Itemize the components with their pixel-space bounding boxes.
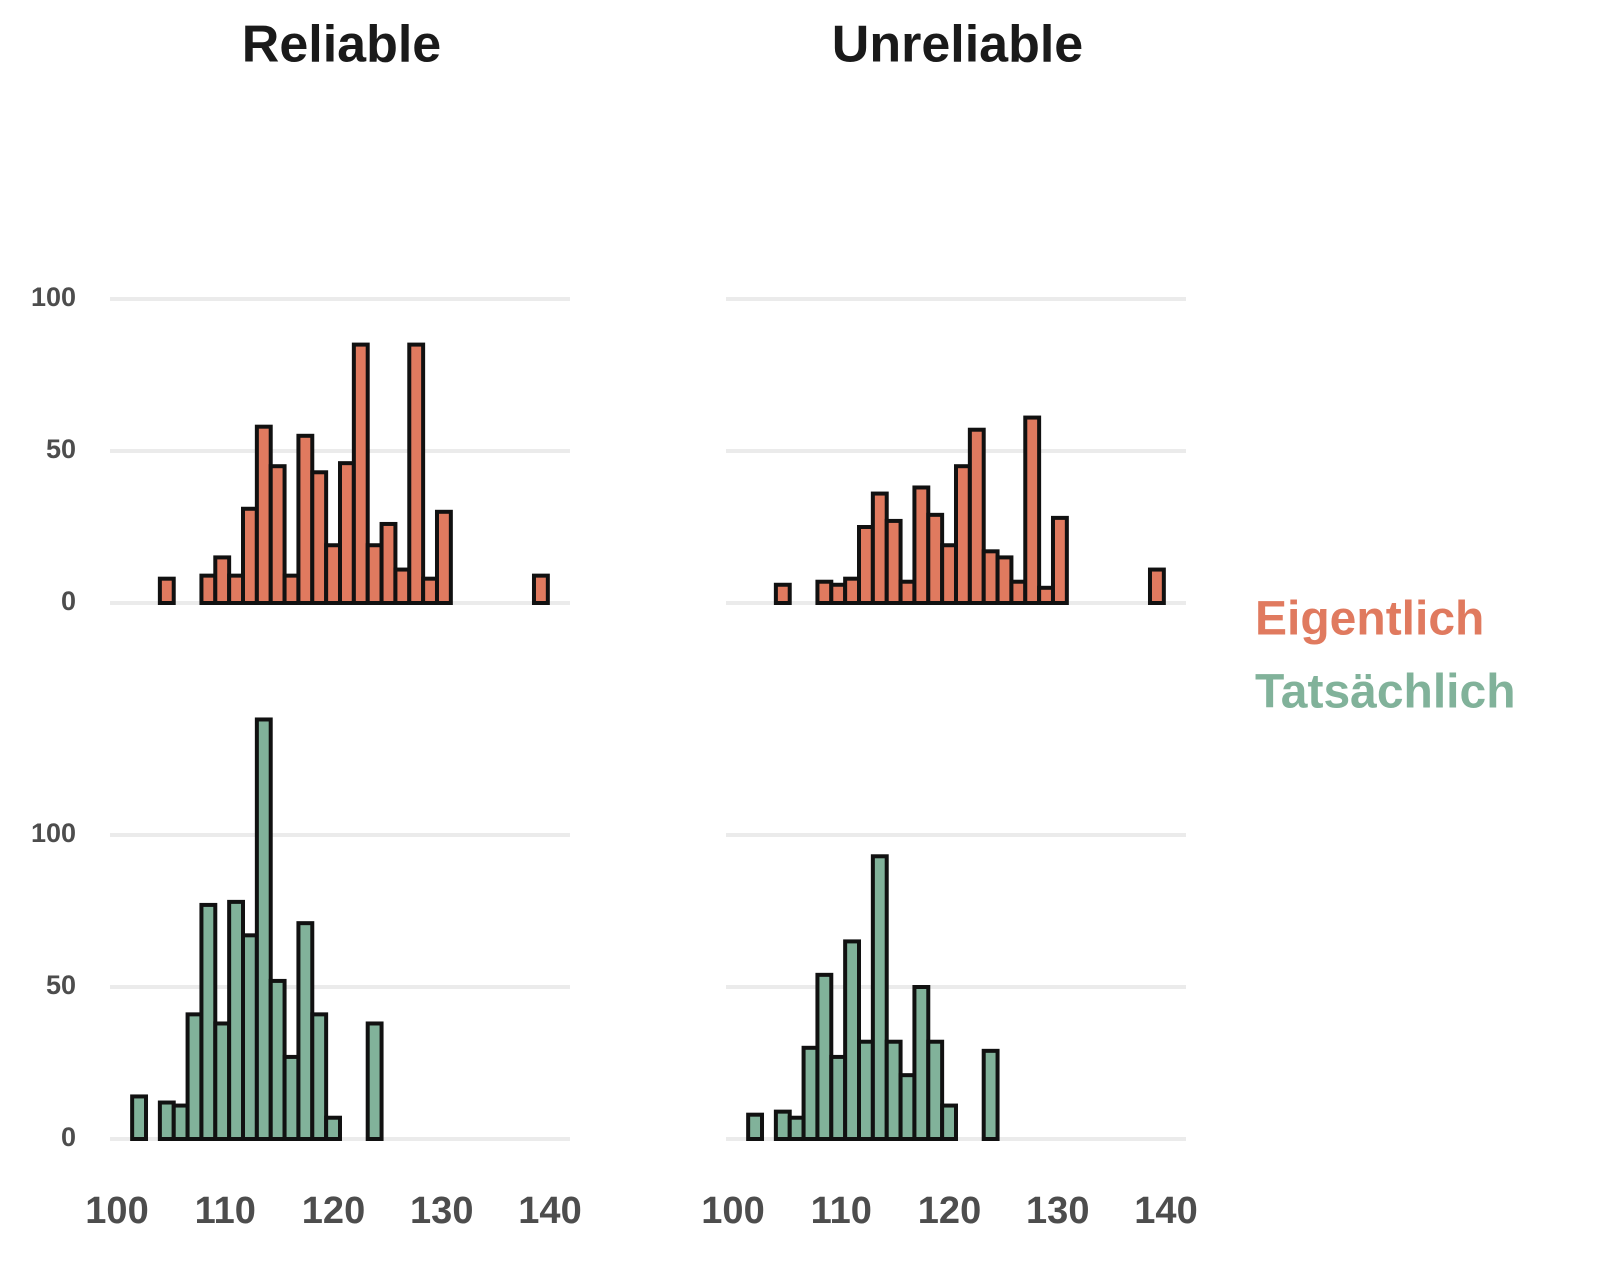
histogram-bar [1037,585,1055,605]
histogram-bar [434,509,453,605]
histogram-bar [815,972,834,1142]
histogram-bar [940,543,958,605]
histogram-bar [981,549,1000,606]
histogram-bar [324,543,342,605]
legend-label: Eigentlich [1255,593,1484,646]
histogram-bar [157,1100,176,1142]
histogram-bar [310,470,329,605]
histogram-bar [898,1073,917,1142]
x-tick-label: 120 [302,1190,365,1232]
histogram-bar [1009,579,1028,605]
histogram-bar [241,506,259,606]
x-tick-label: 100 [701,1190,764,1232]
histogram-bar [870,491,889,605]
histogram-bar [773,582,792,606]
histogram-bar [310,1012,329,1141]
facet-title: Unreliable [832,16,1083,74]
y-tick-label: 0 [61,586,76,616]
y-tick-label: 100 [31,282,76,312]
histogram-bar [967,427,986,605]
histogram-bar [365,543,384,605]
histogram-bar [1023,415,1042,605]
histogram-bar [953,464,972,606]
x-tick-label: 110 [195,1190,256,1232]
histogram-bar [870,854,889,1142]
histogram-bar [227,899,246,1141]
histogram-bar [746,1112,765,1142]
histogram-bar [185,1012,204,1141]
histogram-bar [926,1039,945,1141]
histogram-bar [884,1039,903,1141]
histogram-bar [337,461,356,605]
histogram-bar [407,342,426,605]
histogram-bar [393,567,412,605]
histogram-bar [199,573,218,606]
histogram-bar [801,1045,820,1142]
histogram-bar [296,921,315,1141]
histogram-bar [1147,567,1166,605]
histogram-bar [912,985,931,1141]
histogram-bar [912,485,931,606]
x-tick-label: 100 [85,1190,148,1232]
histogram-bar [857,1039,875,1141]
histogram-bar [199,902,218,1141]
x-tick-label: 140 [518,1190,581,1232]
histogram-bar [773,1109,792,1142]
x-tick-label: 130 [410,1190,473,1232]
histogram-bar [296,433,315,605]
histogram-bar [365,1021,384,1141]
histogram-bar [857,525,875,605]
histogram-bar [171,1103,190,1142]
y-tick-label: 50 [46,970,76,1000]
histogram-bar [815,579,834,605]
y-tick-label: 50 [46,434,76,464]
x-tick-label: 140 [1134,1190,1197,1232]
x-tick-label: 120 [918,1190,981,1232]
histogram-bar [213,1021,232,1141]
histogram-bar [268,464,287,606]
histogram-bar [130,1094,149,1141]
histogram-bar [241,933,259,1141]
histogram-bar [787,1115,806,1141]
histogram-bar [282,1054,301,1142]
histogram-bar [926,512,945,606]
facet-title: Reliable [242,16,441,74]
histogram-bar [829,582,848,606]
histogram-bar [940,1103,958,1142]
histogram-bar [981,1048,1000,1141]
histogram-bar [531,573,550,606]
histogram-bar [282,573,301,606]
histogram-bar [324,1115,342,1141]
legend-label: Tatsächlich [1255,666,1516,719]
histogram-bar [157,576,176,605]
histogram-bar [421,576,439,605]
histogram-bar [829,1054,848,1142]
histogram-bar [351,342,370,605]
histogram-bar [1050,515,1069,606]
histogram-bar [843,576,862,605]
histogram-bar [254,424,273,605]
histogram-bar [254,717,273,1141]
histogram-bar [213,555,232,606]
y-tick-label: 0 [61,1122,76,1152]
histogram-bar [843,939,862,1142]
y-tick-label: 100 [31,818,76,848]
x-tick-label: 130 [1026,1190,1089,1232]
histogram-bar [995,555,1014,606]
histogram-bar [884,518,903,605]
histogram-bar [268,978,287,1141]
histogram-bar [379,521,398,606]
histogram-bar [227,573,246,606]
x-tick-label: 110 [811,1190,872,1232]
histogram-bar [898,579,917,605]
